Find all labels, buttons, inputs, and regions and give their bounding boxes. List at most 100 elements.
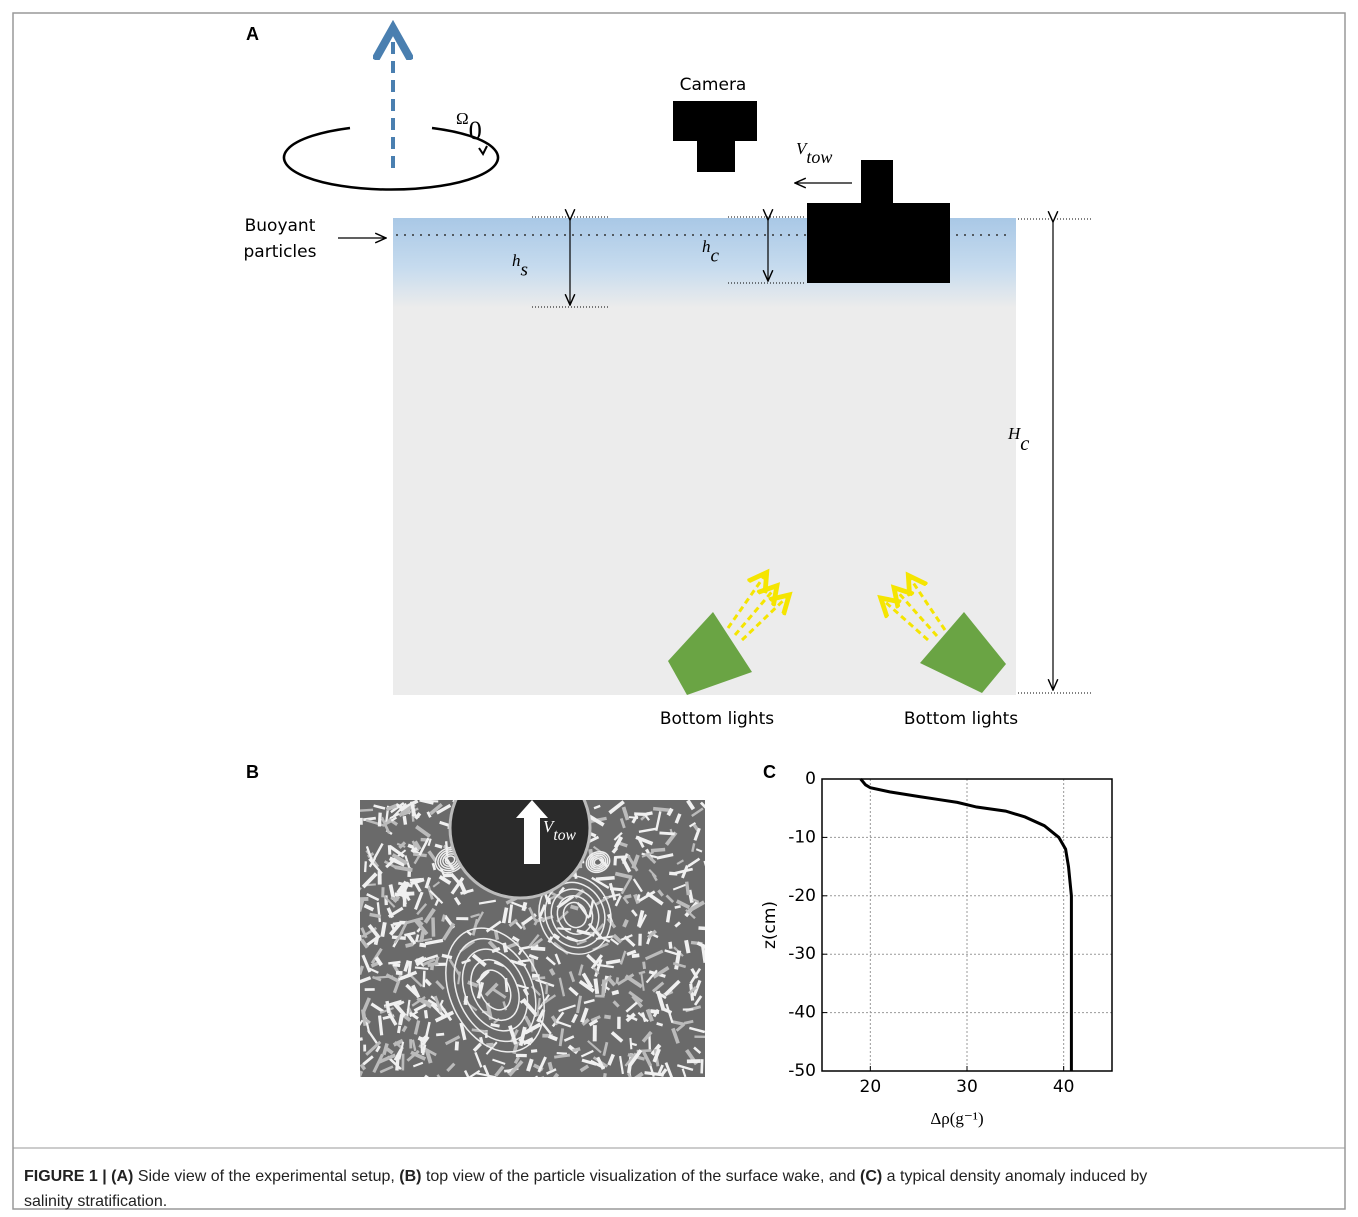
particle-photo: Vtow xyxy=(351,758,716,1092)
streak xyxy=(428,963,439,965)
streak xyxy=(690,890,692,903)
streak xyxy=(531,1051,537,1052)
caption-text: FIGURE 1 | (A) xyxy=(24,1168,133,1185)
streak xyxy=(351,899,368,900)
towed-cylinder xyxy=(807,160,950,283)
y-tick-label: -50 xyxy=(788,1061,816,1081)
streak xyxy=(415,967,428,968)
streak xyxy=(421,931,423,941)
subscript: s xyxy=(521,260,528,281)
streak xyxy=(554,1055,570,1057)
streak xyxy=(358,1071,362,1080)
streak xyxy=(457,1042,458,1051)
streak xyxy=(424,971,425,987)
streak xyxy=(646,813,652,814)
streak xyxy=(379,813,380,827)
subscript: c xyxy=(1020,433,1029,455)
y-tick-label: -10 xyxy=(788,827,816,847)
streak xyxy=(435,845,442,847)
symbol: h xyxy=(702,237,711,256)
math-label: Vtow xyxy=(796,139,832,167)
y-tick-label: -20 xyxy=(788,886,816,906)
lights-label: Bottom lights xyxy=(904,709,1018,729)
streak xyxy=(675,906,681,907)
caption-text: (B) xyxy=(399,1168,421,1185)
caption: salinity stratification. xyxy=(24,1193,167,1210)
caption-text: top view of the particle visualization o… xyxy=(422,1168,860,1185)
buoyant-label: particles xyxy=(244,242,317,262)
streak xyxy=(684,1021,693,1023)
streak xyxy=(615,856,616,865)
streak xyxy=(404,816,405,824)
panel-label: A xyxy=(246,24,259,44)
streak xyxy=(698,928,716,929)
streak xyxy=(546,983,547,994)
camera-icon xyxy=(673,101,757,172)
streak xyxy=(398,1026,399,1033)
caption: FIGURE 1 | (A) Side view of the experime… xyxy=(24,1168,1147,1185)
streak xyxy=(595,979,597,994)
caption-text: (C) xyxy=(860,1168,882,1185)
streak xyxy=(436,1034,444,1035)
rotation-arrow xyxy=(479,146,487,154)
streak xyxy=(397,1057,398,1071)
math-label: Ω0 xyxy=(456,109,482,145)
streak xyxy=(419,1076,427,1087)
streak xyxy=(604,1073,605,1079)
streak xyxy=(670,942,671,949)
streak xyxy=(486,1045,493,1046)
y-tick-label: 0 xyxy=(805,769,816,789)
streak xyxy=(632,955,639,956)
x-axis-label: Δρ(g⁻¹) xyxy=(930,1109,983,1128)
streak xyxy=(702,1059,703,1073)
streak xyxy=(433,863,435,870)
streak xyxy=(542,1077,545,1093)
streak xyxy=(668,910,670,922)
y-tick-label: -30 xyxy=(788,944,816,964)
streak xyxy=(659,833,674,834)
panel-label: C xyxy=(763,762,776,782)
panel-label: B xyxy=(246,762,259,782)
streak xyxy=(360,935,361,941)
subscript: tow xyxy=(553,826,576,843)
streak xyxy=(651,849,665,850)
y-tick-label: -40 xyxy=(788,1003,816,1023)
streak xyxy=(400,1014,402,1025)
streak xyxy=(365,861,366,872)
streak xyxy=(354,1039,363,1041)
streak xyxy=(406,944,414,946)
streak xyxy=(686,940,688,953)
streak xyxy=(687,882,689,895)
streak xyxy=(612,992,619,994)
streak xyxy=(630,1038,631,1049)
streak xyxy=(504,943,506,952)
streak xyxy=(376,937,378,945)
camera-label: Camera xyxy=(680,75,747,95)
streak xyxy=(549,1062,551,1070)
caption-text: salinity stratification. xyxy=(24,1193,167,1210)
streak xyxy=(410,879,422,880)
streak xyxy=(353,887,360,896)
rotation xyxy=(284,128,498,190)
x-tick-label: 30 xyxy=(956,1077,978,1097)
streak xyxy=(603,980,604,996)
symbol: Ω xyxy=(456,109,469,128)
streak xyxy=(573,1049,581,1051)
streak xyxy=(557,1053,567,1054)
streak xyxy=(617,977,618,983)
streak xyxy=(393,964,400,965)
streak xyxy=(531,948,545,949)
figure: A Camera Buoyant particles Bottom lights… xyxy=(0,0,1358,1217)
lights-label: Bottom lights xyxy=(660,709,774,729)
streak xyxy=(395,893,414,894)
x-tick-label: 20 xyxy=(860,1077,882,1097)
caption-text: Side view of the experimental setup, xyxy=(133,1168,399,1185)
streak xyxy=(425,1010,426,1018)
streak xyxy=(420,945,427,946)
streak xyxy=(370,914,381,916)
streak xyxy=(380,1016,382,1036)
x-tick-label: 40 xyxy=(1053,1077,1075,1097)
subscript: tow xyxy=(806,147,832,167)
caption-text: a typical density anomaly induced by xyxy=(882,1168,1147,1185)
streak xyxy=(387,1001,389,1013)
